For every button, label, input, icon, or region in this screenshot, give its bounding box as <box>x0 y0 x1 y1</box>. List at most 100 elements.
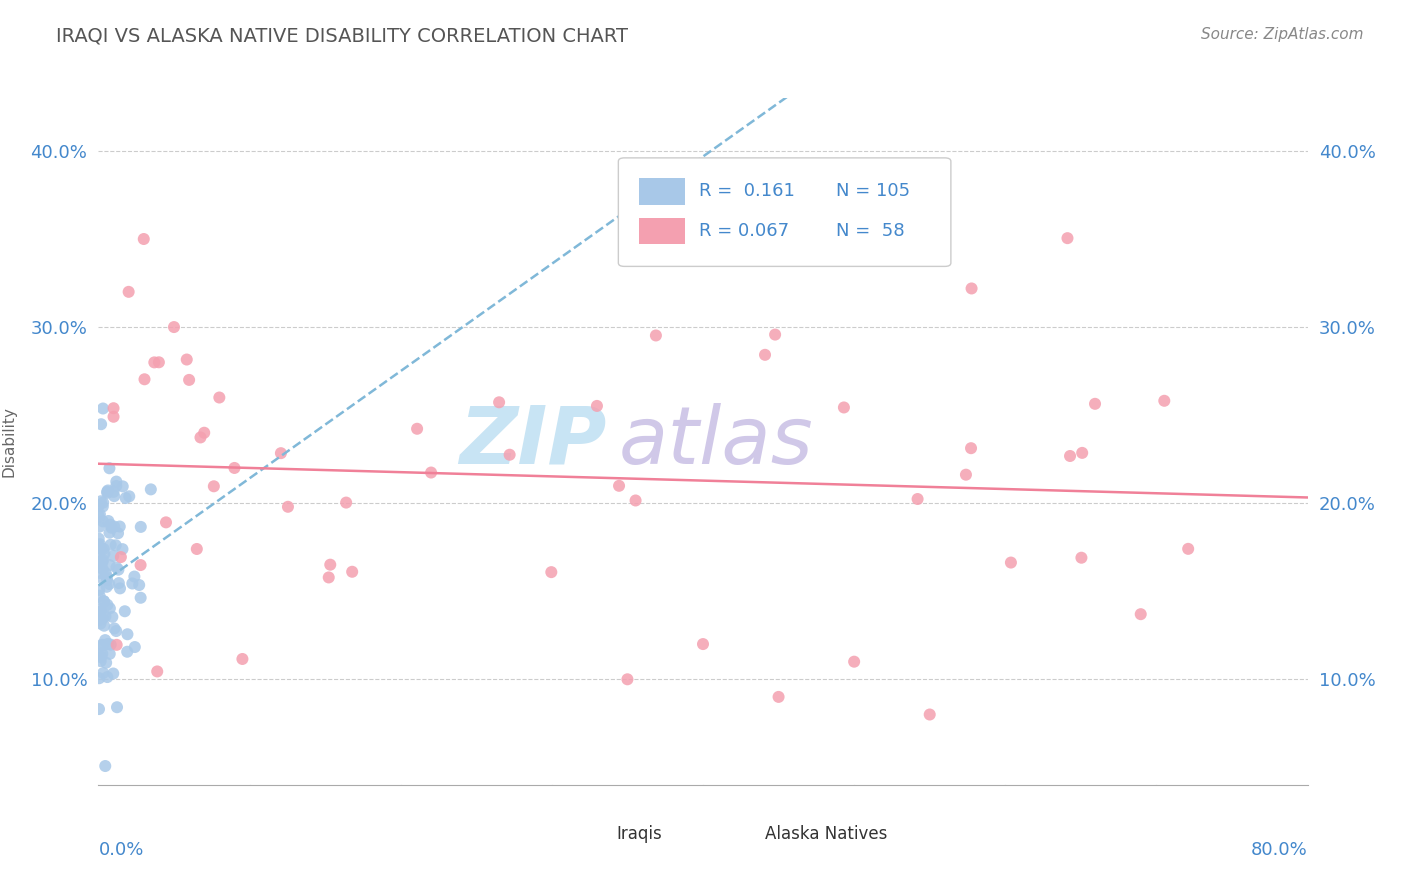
Point <box>89 557 111 571</box>
Point <box>335 495 357 509</box>
Point <box>89 582 111 597</box>
Point <box>89 537 111 551</box>
Point <box>114 491 136 505</box>
Point <box>692 637 714 651</box>
Point <box>89 508 111 522</box>
Text: 80.0%: 80.0% <box>1251 841 1308 859</box>
Point <box>118 285 141 299</box>
Point <box>103 549 125 563</box>
Point <box>960 281 983 295</box>
Text: ZIP: ZIP <box>458 402 606 481</box>
Point <box>616 673 638 687</box>
Point <box>91 638 114 652</box>
Point <box>754 348 776 362</box>
Point <box>768 690 790 704</box>
Point <box>105 479 128 493</box>
Point <box>231 652 253 666</box>
Point <box>107 563 129 577</box>
Point <box>103 409 125 424</box>
Point <box>179 373 201 387</box>
Point <box>89 671 111 685</box>
Point <box>90 417 112 432</box>
Point <box>134 372 156 386</box>
Point <box>146 665 169 679</box>
Point <box>94 656 117 670</box>
Point <box>87 499 110 513</box>
Point <box>87 539 110 553</box>
Point <box>96 598 118 612</box>
Point <box>91 562 114 576</box>
Point <box>91 555 114 569</box>
Point <box>108 576 131 591</box>
Point <box>624 493 647 508</box>
Point <box>1071 446 1094 460</box>
Point <box>93 547 115 561</box>
Point <box>87 702 110 716</box>
Point <box>202 479 225 493</box>
Point <box>91 638 114 652</box>
Point <box>129 558 152 572</box>
Point <box>87 509 110 524</box>
Point <box>89 602 111 616</box>
Point <box>89 607 111 621</box>
Point <box>90 494 112 508</box>
Point <box>94 566 117 581</box>
Point <box>118 489 141 503</box>
Point <box>586 399 609 413</box>
Point <box>1000 556 1022 570</box>
Point <box>96 573 118 587</box>
FancyBboxPatch shape <box>638 219 685 244</box>
Point <box>91 514 114 528</box>
Point <box>498 448 520 462</box>
Point <box>96 486 118 500</box>
Point <box>98 647 121 661</box>
Point <box>93 618 115 632</box>
Point <box>105 700 128 714</box>
Text: R =  0.161: R = 0.161 <box>699 182 796 200</box>
Point <box>87 547 110 561</box>
Point <box>97 483 120 498</box>
Point <box>90 612 112 626</box>
Point <box>108 519 131 533</box>
Point <box>97 637 120 651</box>
Point <box>91 573 114 587</box>
Point <box>488 395 510 409</box>
Point <box>277 500 299 514</box>
Point <box>139 483 162 497</box>
Point <box>93 542 115 557</box>
Point <box>190 430 212 444</box>
Point <box>148 355 170 369</box>
Point <box>90 612 112 626</box>
Point <box>91 401 114 416</box>
Point <box>94 609 117 624</box>
Point <box>89 607 111 622</box>
Point <box>87 613 110 627</box>
Point <box>91 553 114 567</box>
Point <box>1056 231 1078 245</box>
Point <box>93 594 115 608</box>
Text: R = 0.067: R = 0.067 <box>699 222 790 240</box>
Point <box>960 441 983 455</box>
Point <box>1153 393 1175 408</box>
Point <box>1059 449 1081 463</box>
Point <box>103 401 125 416</box>
Text: Iraqis: Iraqis <box>616 825 662 844</box>
Text: atlas: atlas <box>619 402 813 481</box>
Point <box>98 517 121 532</box>
Point <box>87 532 110 546</box>
Point <box>104 538 127 552</box>
Point <box>176 352 198 367</box>
Point <box>124 640 146 654</box>
Point <box>90 650 112 665</box>
Point <box>907 491 929 506</box>
Point <box>110 550 132 565</box>
Point <box>96 670 118 684</box>
Point <box>96 484 118 499</box>
Point <box>155 516 177 530</box>
Point <box>406 422 429 436</box>
Point <box>128 578 150 592</box>
Point <box>1084 397 1107 411</box>
Point <box>90 605 112 619</box>
Point <box>105 624 128 638</box>
Point <box>98 525 121 540</box>
